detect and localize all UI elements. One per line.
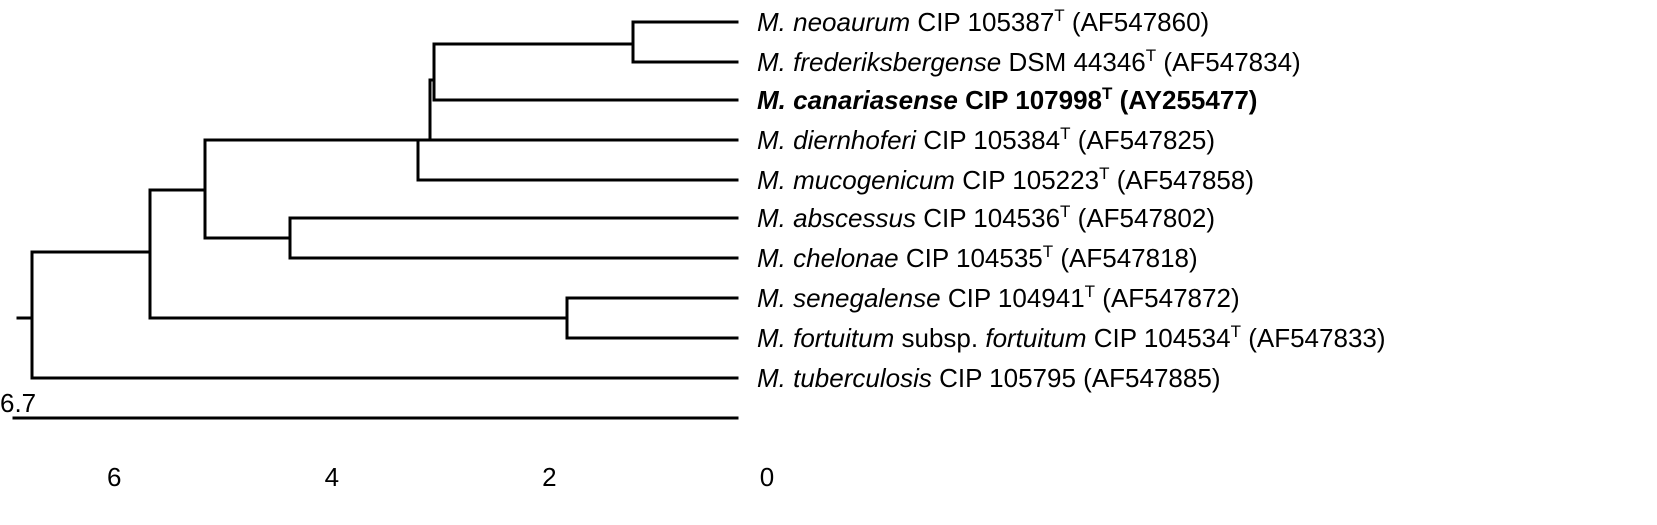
scale-bar-label: 6.7 — [0, 388, 36, 418]
taxon-label-senegalense: M. senegalense CIP 104941T (AF547872) — [757, 282, 1240, 313]
taxon-label-fortuitum-fortuitum: M. fortuitum subsp. fortuitum CIP 104534… — [757, 322, 1386, 353]
taxon-label-tuberculosis: M. tuberculosis CIP 105795 (AF547885) — [757, 363, 1220, 393]
taxon-label-abscessus: M. abscessus CIP 104536T (AF547802) — [757, 202, 1215, 233]
taxon-label-frederiksbergense: M. frederiksbergense DSM 44346T (AF54783… — [757, 46, 1301, 77]
axis-tick-2: 2 — [542, 462, 556, 492]
axis-tick-6: 6 — [107, 462, 121, 492]
taxon-label-diernhoferi: M. diernhoferi CIP 105384T (AF547825) — [757, 124, 1215, 155]
taxon-label-chelonae: M. chelonae CIP 104535T (AF547818) — [757, 242, 1198, 273]
taxon-label-mucogenicum: M. mucogenicum CIP 105223T (AF547858) — [757, 164, 1254, 195]
taxon-label-neoaurum: M. neoaurum CIP 105387T (AF547860) — [757, 6, 1209, 37]
tree-branches — [12, 20, 739, 420]
taxon-labels: M. neoaurum CIP 105387T (AF547860) M. fre… — [757, 6, 1386, 393]
axis-tick-0: 0 — [760, 462, 774, 492]
axis-tick-labels: 6 4 2 0 — [107, 462, 774, 492]
taxon-label-canariasense: M. canariasense CIP 107998T (AY255477) — [757, 84, 1257, 115]
axis-tick-4: 4 — [325, 462, 339, 492]
